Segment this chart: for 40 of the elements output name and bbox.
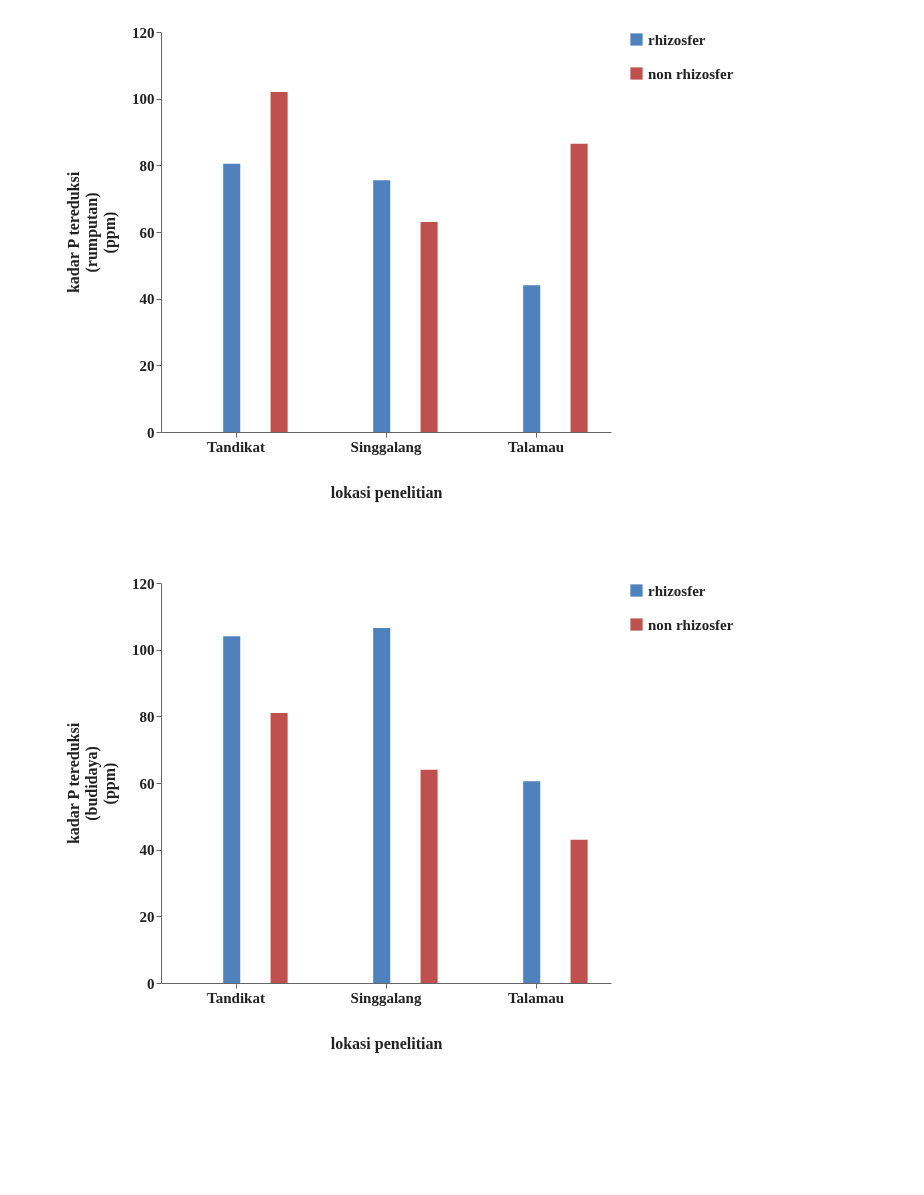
y-tick-label: 60 [139, 775, 155, 792]
y-tick-label: 20 [139, 357, 155, 374]
legend-label: rhizosfer [648, 582, 706, 599]
y-tick-label: 100 [132, 91, 155, 108]
x-tick-label: Singgalang [350, 438, 422, 455]
bar [420, 769, 438, 983]
y-tick-label: 120 [132, 24, 155, 41]
y-axis-title: kadar P tereduksi (rumputan) (ppm) [65, 171, 119, 294]
y-axis-title: kadar P tereduksi (budidaya) (ppm) [65, 722, 119, 845]
bar [570, 143, 588, 432]
y-tick-label: 0 [147, 975, 155, 992]
y-tick-label: 20 [139, 908, 155, 925]
bar [223, 636, 241, 983]
x-axis-title: lokasi penelitian [330, 1034, 443, 1053]
bar [223, 163, 241, 432]
legend-label: non rhizosfer [648, 616, 734, 633]
y-tick-label: 80 [139, 708, 155, 725]
x-tick-label: Tandikat [207, 438, 265, 455]
legend-label: non rhizosfer [648, 65, 734, 82]
x-tick-label: Talamau [507, 438, 565, 455]
legend-label: rhizosfer [648, 31, 706, 48]
x-tick-label: Tandikat [207, 989, 265, 1006]
x-tick-label: Singgalang [350, 989, 422, 1006]
bar [570, 839, 588, 983]
y-tick-label: 0 [147, 424, 155, 441]
x-axis-title: lokasi penelitian [330, 483, 443, 502]
y-tick-label: 120 [132, 575, 155, 592]
y-tick-label: 80 [139, 157, 155, 174]
bar [373, 628, 391, 983]
y-tick-label: 100 [132, 642, 155, 659]
bar [270, 92, 288, 432]
bar [420, 222, 438, 432]
y-tick-label: 40 [139, 842, 155, 859]
y-tick-label: 60 [139, 224, 155, 241]
bar [270, 713, 288, 983]
bar [523, 781, 541, 983]
y-tick-label: 40 [139, 291, 155, 308]
bar [373, 180, 391, 432]
x-tick-label: Talamau [507, 989, 565, 1006]
bar [523, 285, 541, 432]
